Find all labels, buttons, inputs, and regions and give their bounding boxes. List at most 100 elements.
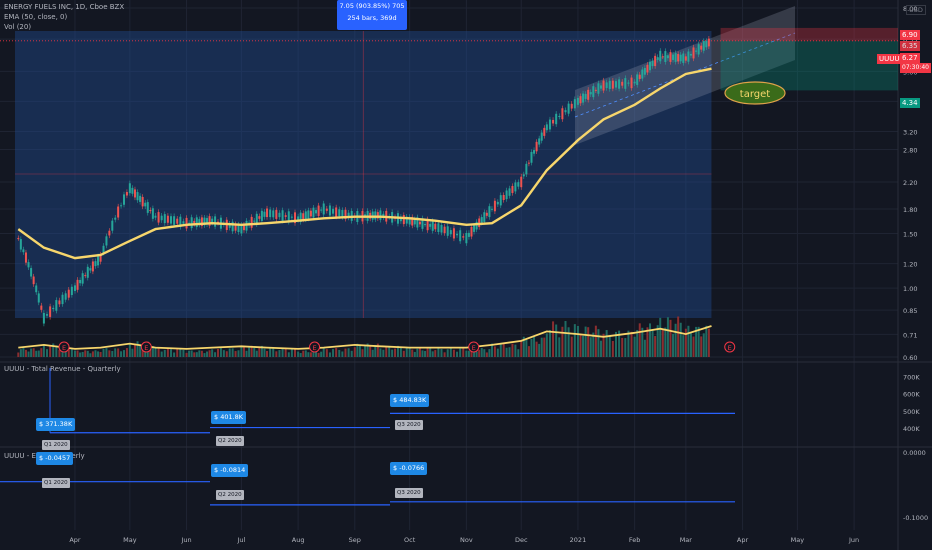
candle-body [42,312,45,324]
y-tick-label: 1.20 [903,261,917,269]
volume-bar [136,341,139,357]
candle-body [338,209,341,217]
candle-body [136,192,139,201]
volume-bar [418,348,421,357]
volume-bar [473,348,476,357]
candle-body [475,221,478,230]
volume-bar [638,323,641,357]
candle-body [429,223,432,227]
candle-body [682,53,685,63]
volume-bar [382,349,385,357]
volume-bar [654,336,657,357]
candle-body [203,217,206,226]
candle-body [35,285,38,293]
volume-bar [176,349,179,357]
earnings-marker-label: E [313,344,317,352]
candle-body [608,80,611,90]
candle-body [443,226,446,234]
eps-bubble-q1[interactable]: $ -0.0457 [36,452,74,465]
y-tick-label: 0.60 [903,354,917,362]
measure-tooltip: 7.05 (903.85%) 705 254 bars, 369d [337,0,407,30]
candle-body [664,51,667,62]
volume-bar [402,350,405,357]
candle-body [24,252,27,263]
volume-bar [312,350,315,357]
candle-body [105,236,108,246]
volume-bar [490,343,493,357]
candle-body [511,186,514,193]
volume-bar [687,325,690,357]
volume-bar [661,329,664,357]
volume-bar [30,348,33,357]
x-tick-label: May [791,536,805,544]
volume-bar [664,327,667,357]
eps-bubble-q2[interactable]: $ -0.0814 [211,464,249,477]
candle-body [266,208,269,218]
volume-bar [151,346,154,357]
x-tick-label: Mar [680,536,693,544]
candle-body [52,307,55,310]
eps-bubble-q3[interactable]: $ -0.0766 [390,462,428,475]
candle-body [695,50,698,52]
volume-bar [545,333,548,357]
volume-bar [627,330,630,357]
volume-bar [163,349,166,357]
candle-body [102,245,105,253]
volume-bar [648,323,651,357]
y-tick-label: 0.85 [903,307,917,315]
volume-bar [55,345,58,357]
candle-body [325,208,328,211]
volume-bar [52,343,55,357]
volume-bar [133,343,136,357]
currency-label[interactable]: USD [906,5,926,15]
volume-bar [170,349,173,357]
candle-body [76,279,79,290]
volume-bar [424,350,427,357]
volume-bar [488,349,491,357]
volume-bar [674,323,677,357]
candle-body [679,54,682,62]
candle-body [379,210,382,220]
earnings-marker-label: E [472,344,476,352]
revenue-bubble-q3[interactable]: $ 484.83K [390,394,430,407]
y-tick-label: 2.20 [903,179,917,187]
candle-body [522,174,525,177]
volume-bar [505,347,508,357]
candle-body [245,220,248,231]
candle-body [488,206,491,218]
candle-body [561,108,564,120]
volume-bar [434,350,437,357]
volume-bar [589,337,592,357]
volume-bar [702,333,705,357]
candle-body [505,190,508,200]
volume-bar [307,352,310,357]
candle-body [630,77,633,89]
y-tick-label: 1.80 [903,206,917,214]
candle-body [493,200,496,212]
revenue-bubble-q1[interactable]: $ 371.38K [36,418,76,431]
volume-bar [399,346,402,357]
volume-bar [344,348,347,357]
volume-bar [592,332,595,357]
candle-body [275,209,278,219]
candle-body [440,225,443,233]
candle-body [638,74,641,79]
volume-bar [499,344,502,357]
candle-body [478,218,481,228]
volume-bar [508,347,511,357]
volume-bar [231,348,234,357]
candle-body [49,306,52,317]
revenue-bubble-q2[interactable]: $ 401.8K [211,411,247,424]
volume-bar [630,331,633,357]
candle-body [405,216,408,224]
volume-bar [234,351,237,357]
candle-body [411,216,414,226]
price-tag-level: 6.35 [900,41,920,51]
candle-body [421,218,424,229]
x-tick-label: 2021 [570,536,587,544]
candle-body [208,216,211,226]
candle-body [263,211,266,217]
candle-body [530,152,533,163]
